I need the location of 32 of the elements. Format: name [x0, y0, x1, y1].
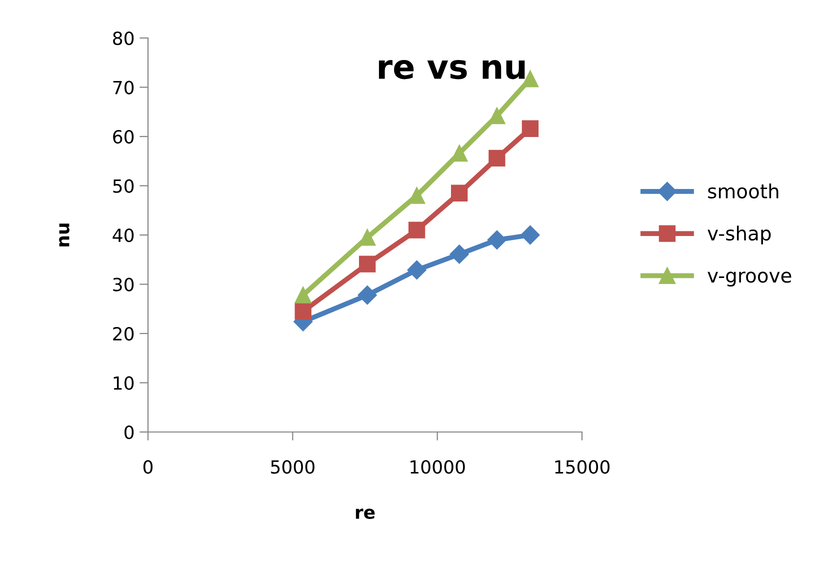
y-tick-label: 10	[114, 376, 134, 390]
point	[358, 286, 377, 305]
point	[294, 303, 312, 320]
y-tick-label: 50	[113, 179, 134, 193]
y-tick-label: 30	[113, 278, 134, 292]
point	[408, 222, 426, 238]
x-axis-title: re	[356, 508, 375, 520]
y-tick-label: 60	[113, 130, 134, 144]
point	[487, 230, 506, 250]
point	[522, 120, 539, 137]
point	[520, 225, 540, 245]
y-tick-label: 80	[113, 31, 134, 46]
point	[450, 244, 469, 264]
x-tick-label: 15000	[555, 460, 610, 474]
x-tick-label: 0	[143, 460, 153, 474]
point	[450, 184, 468, 202]
point	[488, 150, 506, 167]
legend-label: smooth	[708, 183, 778, 198]
legend-label: v-shap	[708, 226, 771, 244]
x-tick-label: 5000	[271, 460, 314, 474]
point	[294, 286, 312, 304]
y-axis-title: nu	[59, 224, 70, 246]
y-tick-label: 20	[113, 326, 134, 341]
point	[358, 256, 376, 272]
x-tick-label: 10000	[410, 460, 465, 474]
legend-label: v-groove	[708, 272, 792, 287]
y-tick-label: 0	[124, 425, 134, 440]
chart-title: re vs nu	[378, 60, 525, 80]
y-tick-label: 70	[113, 80, 134, 94]
y-tick-label: 40	[112, 228, 134, 242]
point	[488, 107, 506, 124]
point	[407, 260, 426, 280]
